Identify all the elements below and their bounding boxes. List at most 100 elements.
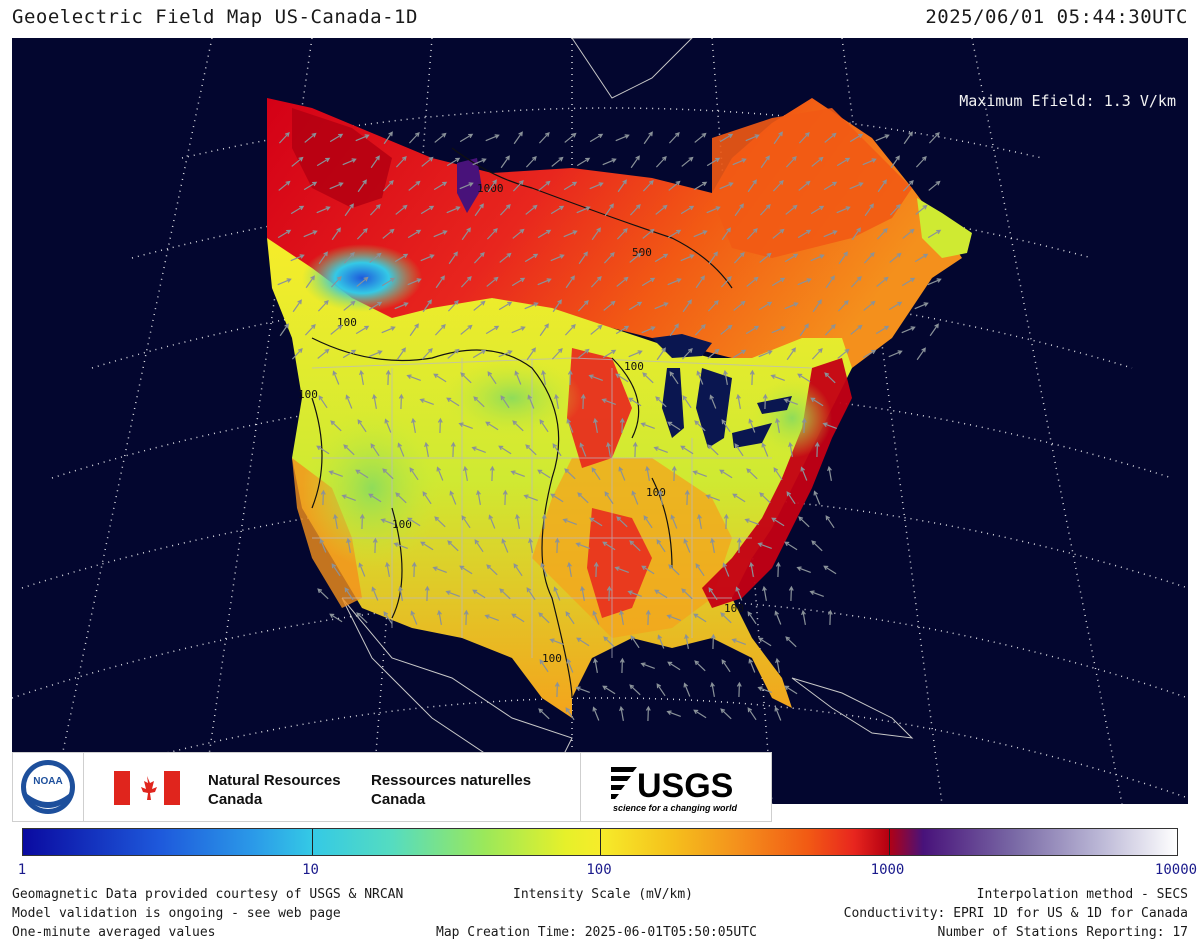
geoelectric-map[interactable]: 1000 500 100 100 100 100 100 100 100 Max… <box>12 38 1188 804</box>
field-vector-arrow <box>422 299 432 313</box>
field-vector-arrow <box>398 585 403 601</box>
field-vector-arrow <box>421 347 433 360</box>
field-vector-arrow <box>762 585 767 601</box>
field-vector-arrow <box>576 206 591 214</box>
field-vector-arrow <box>463 609 469 626</box>
usgs-logo[interactable]: USGS science for a changing world <box>581 753 771 821</box>
field-vector-arrow <box>368 301 383 311</box>
field-vector-arrow <box>914 302 929 310</box>
field-vector-arrow <box>759 252 772 263</box>
field-vector-arrow <box>304 323 316 336</box>
field-vector-arrow <box>747 707 757 721</box>
field-vector-arrow <box>667 421 681 431</box>
field-vector-arrow <box>447 540 459 552</box>
newfoundland-field <box>917 198 972 258</box>
field-vector-arrow <box>370 443 380 457</box>
field-vector-arrow <box>749 561 754 577</box>
field-vector-arrow <box>723 369 728 385</box>
field-vector-arrow <box>642 372 654 384</box>
mississippi-red-field <box>587 508 652 618</box>
field-vector-arrow <box>525 444 537 456</box>
field-vector-arrow <box>420 541 434 551</box>
field-vector-arrow <box>485 421 499 431</box>
field-vector-arrow <box>669 371 679 385</box>
field-vector-arrow <box>799 323 809 337</box>
field-vector-arrow <box>772 179 784 192</box>
field-vector-arrow <box>590 324 603 335</box>
field-vector-arrow <box>371 586 379 601</box>
field-vector-arrow <box>606 585 612 602</box>
noaa-logo[interactable]: NOAA <box>13 753 84 821</box>
field-vector-arrow <box>588 374 603 381</box>
field-vector-arrow <box>510 470 525 477</box>
field-vector-arrow <box>409 467 419 481</box>
field-vector-arrow <box>359 369 364 385</box>
field-vector-arrow <box>875 134 890 142</box>
field-vector-arrow <box>746 468 758 480</box>
field-vector-arrow <box>328 470 343 477</box>
field-vector-arrow <box>616 227 628 240</box>
field-vector-arrow <box>290 205 305 215</box>
field-vector-arrow <box>344 587 354 601</box>
field-vector-arrow <box>667 278 682 286</box>
field-vector-arrow <box>722 562 730 577</box>
contour-label: 100 <box>542 652 562 665</box>
field-vector-arrow <box>720 324 733 335</box>
field-vector-arrow <box>875 325 890 335</box>
field-vector-arrow <box>358 562 366 577</box>
field-vector-arrow <box>554 393 559 409</box>
field-vector-arrow <box>823 565 837 575</box>
field-vector-arrow <box>372 393 377 409</box>
field-vector-arrow <box>421 156 434 167</box>
field-vector-arrow <box>446 206 461 214</box>
field-vector-arrow <box>593 657 598 673</box>
field-vector-arrow <box>641 326 656 334</box>
field-vector-arrow <box>320 489 326 506</box>
field-vector-arrow <box>888 350 903 358</box>
field-vector-arrow <box>436 466 444 481</box>
field-vector-arrow <box>705 494 720 501</box>
nrcan-logo[interactable]: Natural Resources Canada Ressources natu… <box>84 753 581 821</box>
field-vector-arrow <box>593 561 599 578</box>
field-vector-arrow <box>619 417 625 434</box>
field-vector-arrow <box>437 417 443 434</box>
contour-label: 100 <box>392 518 412 531</box>
field-vector-arrow <box>775 417 780 433</box>
field-vector-arrow <box>666 614 681 621</box>
field-vector-arrow <box>577 348 590 359</box>
field-vector-arrow <box>827 609 833 626</box>
field-vector-arrow <box>343 444 355 456</box>
colorbar-tick-label: 10 <box>302 862 319 878</box>
field-vector-arrow <box>502 489 508 506</box>
field-vector-arrow <box>775 657 780 673</box>
field-vector-arrow <box>277 278 292 286</box>
field-vector-arrow <box>667 661 681 671</box>
field-vector-arrow <box>603 636 615 648</box>
field-vector-arrow <box>341 494 356 501</box>
field-vector-arrow <box>563 181 578 191</box>
field-vector-arrow <box>784 541 798 551</box>
state-boundaries <box>311 357 813 658</box>
field-vector-arrow <box>473 300 486 311</box>
field-vector-arrow <box>736 681 742 698</box>
field-vector-arrow <box>695 275 705 289</box>
field-vector-arrow <box>486 276 499 287</box>
field-vector-arrow <box>420 205 435 215</box>
field-vector-arrow <box>642 228 655 239</box>
field-vector-arrow <box>382 468 394 480</box>
field-vector-arrow <box>395 492 407 504</box>
field-vector-arrow <box>589 133 604 143</box>
nrcan-fr-line1: Ressources naturelles <box>371 772 532 789</box>
field-vector-arrow <box>616 276 629 287</box>
field-vector-arrow <box>654 302 669 310</box>
field-vector-arrow <box>762 393 768 410</box>
field-vector-arrow <box>824 132 837 143</box>
field-vector-arrow <box>684 489 690 506</box>
field-vector-arrow <box>461 227 471 241</box>
field-vector-arrow <box>450 441 456 458</box>
field-vector-arrow <box>592 706 600 721</box>
field-vector-arrow <box>511 277 526 287</box>
field-vector-arrow <box>396 347 406 361</box>
field-vector-arrow <box>345 394 353 409</box>
footer-credit: Geomagnetic Data provided courtesy of US… <box>12 887 404 902</box>
